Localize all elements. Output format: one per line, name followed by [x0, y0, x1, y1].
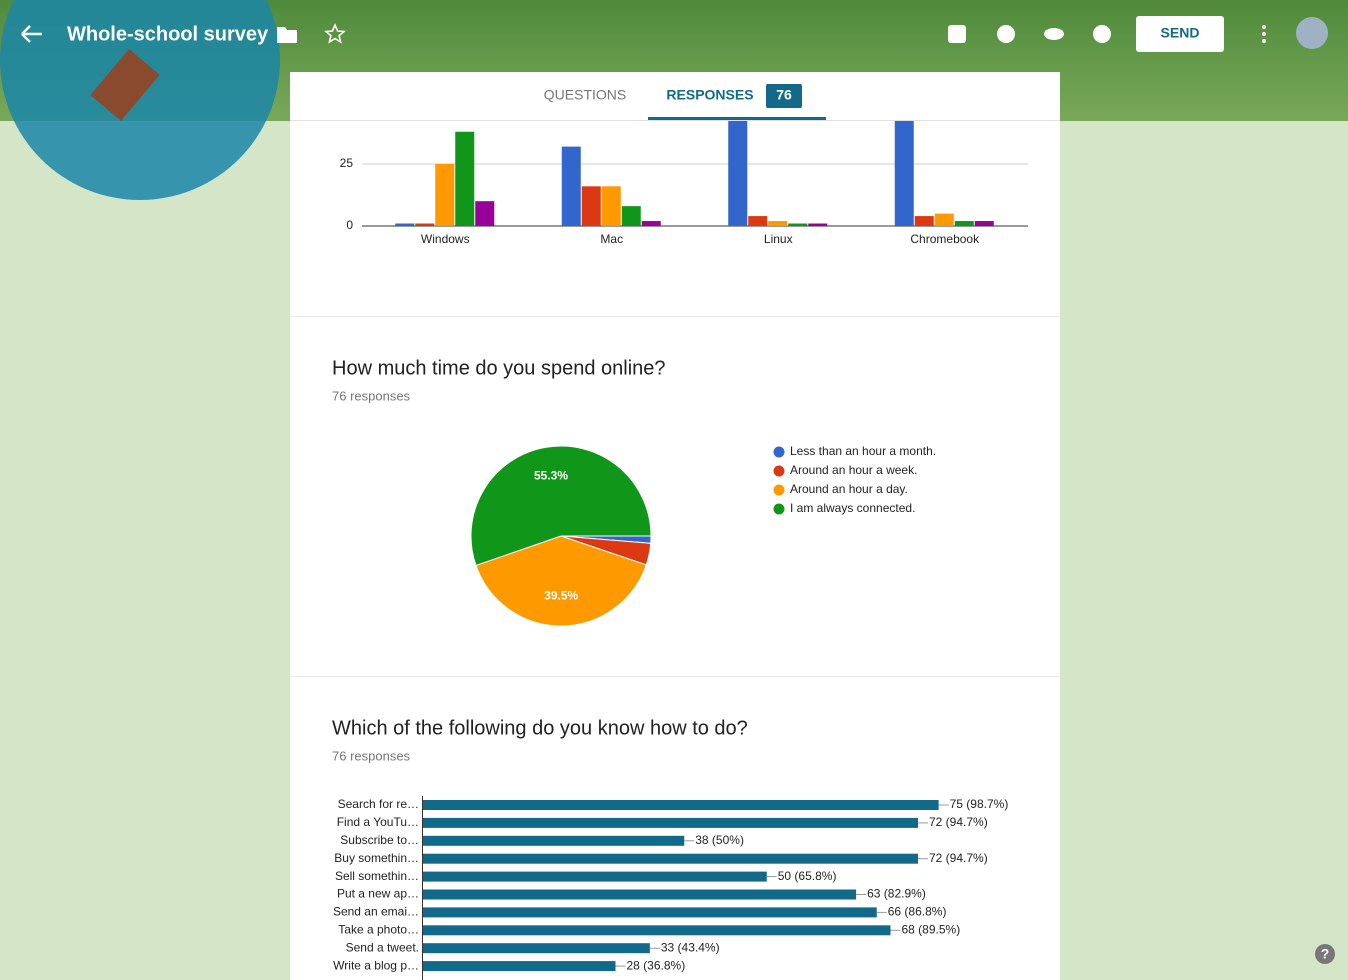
value-label: 72 (94.7%) [929, 851, 988, 865]
y-tick-label: Subscribe to… [340, 833, 419, 847]
bar [423, 943, 650, 954]
bar [423, 961, 616, 972]
bar [423, 925, 891, 936]
pie-slice [470, 445, 652, 567]
question-title: How much time do you spend online? [332, 357, 666, 379]
value-label: 75 (98.7%) [950, 797, 1009, 811]
bar [954, 221, 974, 226]
bar [914, 216, 934, 226]
x-tick-label: Mac [600, 232, 623, 246]
bar [788, 223, 808, 226]
bar [621, 206, 641, 226]
bar [934, 213, 954, 226]
bar [423, 871, 767, 882]
legend-label: Less than an hour a month. [790, 444, 936, 458]
bar [475, 201, 495, 226]
bar [974, 221, 994, 226]
value-label: 33 (43.4%) [661, 940, 720, 954]
y-tick-label: 0 [346, 218, 353, 232]
banner-art [90, 49, 160, 121]
legend-swatch [773, 465, 785, 477]
bar [455, 131, 475, 226]
legend-label: Around an hour a week. [790, 463, 917, 477]
bar [894, 121, 914, 226]
star-icon[interactable] [324, 22, 346, 44]
y-tick-label: Write a blog p… [333, 958, 419, 972]
send-label: SEND [1161, 25, 1200, 41]
y-tick-label: Find a YouTu… [337, 815, 419, 829]
bars [395, 121, 994, 226]
y-tick-label: Search for re… [338, 797, 419, 811]
response-count: 76 responses [332, 748, 411, 763]
slice-label: 55.3% [534, 469, 568, 483]
bar [423, 889, 857, 900]
y-tick-label: Buy somethin… [334, 851, 419, 865]
y-tick-label: Sell somethin… [335, 869, 419, 883]
send-button[interactable] [1136, 16, 1224, 52]
y-tick-label: Take a photo… [338, 922, 419, 936]
more-menu[interactable] [1262, 25, 1266, 43]
bar [728, 121, 748, 226]
banner-art [0, 0, 280, 200]
value-label: 72 (94.7%) [929, 815, 988, 829]
bar [423, 817, 918, 828]
y-tick-label: 25 [340, 156, 354, 170]
bar [423, 853, 918, 864]
response-count: 76 responses [332, 388, 411, 403]
value-label: 38 (50%) [695, 833, 744, 847]
bar [423, 800, 939, 810]
x-tick-label: Linux [764, 232, 793, 246]
bar [395, 223, 415, 226]
bar [435, 163, 455, 226]
bar [601, 186, 621, 226]
pie-slice [475, 535, 647, 627]
y-tick-label: Send a tweet. [346, 940, 419, 954]
legend-swatch [773, 503, 785, 515]
form-title: Whole-school survey [67, 23, 269, 45]
tab-indicator [648, 117, 826, 120]
addons-icon[interactable] [948, 25, 966, 43]
y-tick-label: Put a new ap… [337, 887, 419, 901]
bar [581, 186, 601, 226]
bar [768, 221, 788, 226]
tab-questions[interactable]: QUESTIONS [544, 87, 626, 103]
bar [423, 835, 685, 846]
response-badge [766, 84, 802, 108]
bar [641, 221, 661, 226]
bar [423, 907, 877, 918]
y-tick-label: Send an emai… [333, 905, 419, 919]
folder-icon[interactable] [277, 27, 297, 43]
bar [748, 216, 768, 226]
palette-icon[interactable] [997, 25, 1015, 43]
x-tick-label: Chromebook [910, 232, 980, 246]
help-icon: ? [1321, 946, 1330, 962]
settings-icon[interactable] [1093, 25, 1111, 43]
legend-label: Around an hour a day. [790, 482, 908, 496]
bar [415, 223, 435, 226]
value-label: 68 (89.5%) [902, 922, 961, 936]
bar [561, 146, 581, 226]
value-label: 63 (82.9%) [867, 887, 926, 901]
x-tick-label: Windows [421, 232, 470, 246]
question-title: Which of the following do you know how t… [332, 717, 748, 739]
value-label: 50 (65.8%) [778, 869, 837, 883]
value-label: 66 (86.8%) [888, 905, 947, 919]
legend-swatch [773, 484, 785, 496]
tab-responses[interactable]: RESPONSES [666, 87, 753, 103]
response-count: 76 [776, 87, 792, 103]
preview-icon[interactable] [1044, 28, 1064, 40]
back-button[interactable] [21, 25, 42, 43]
value-label: 28 (36.8%) [627, 958, 686, 972]
legend-label: I am always connected. [790, 501, 915, 515]
slice-label: 39.5% [544, 588, 578, 602]
legend-swatch [773, 446, 785, 458]
help-button[interactable] [1315, 944, 1335, 964]
avatar[interactable] [1296, 17, 1328, 49]
bar [808, 223, 828, 226]
